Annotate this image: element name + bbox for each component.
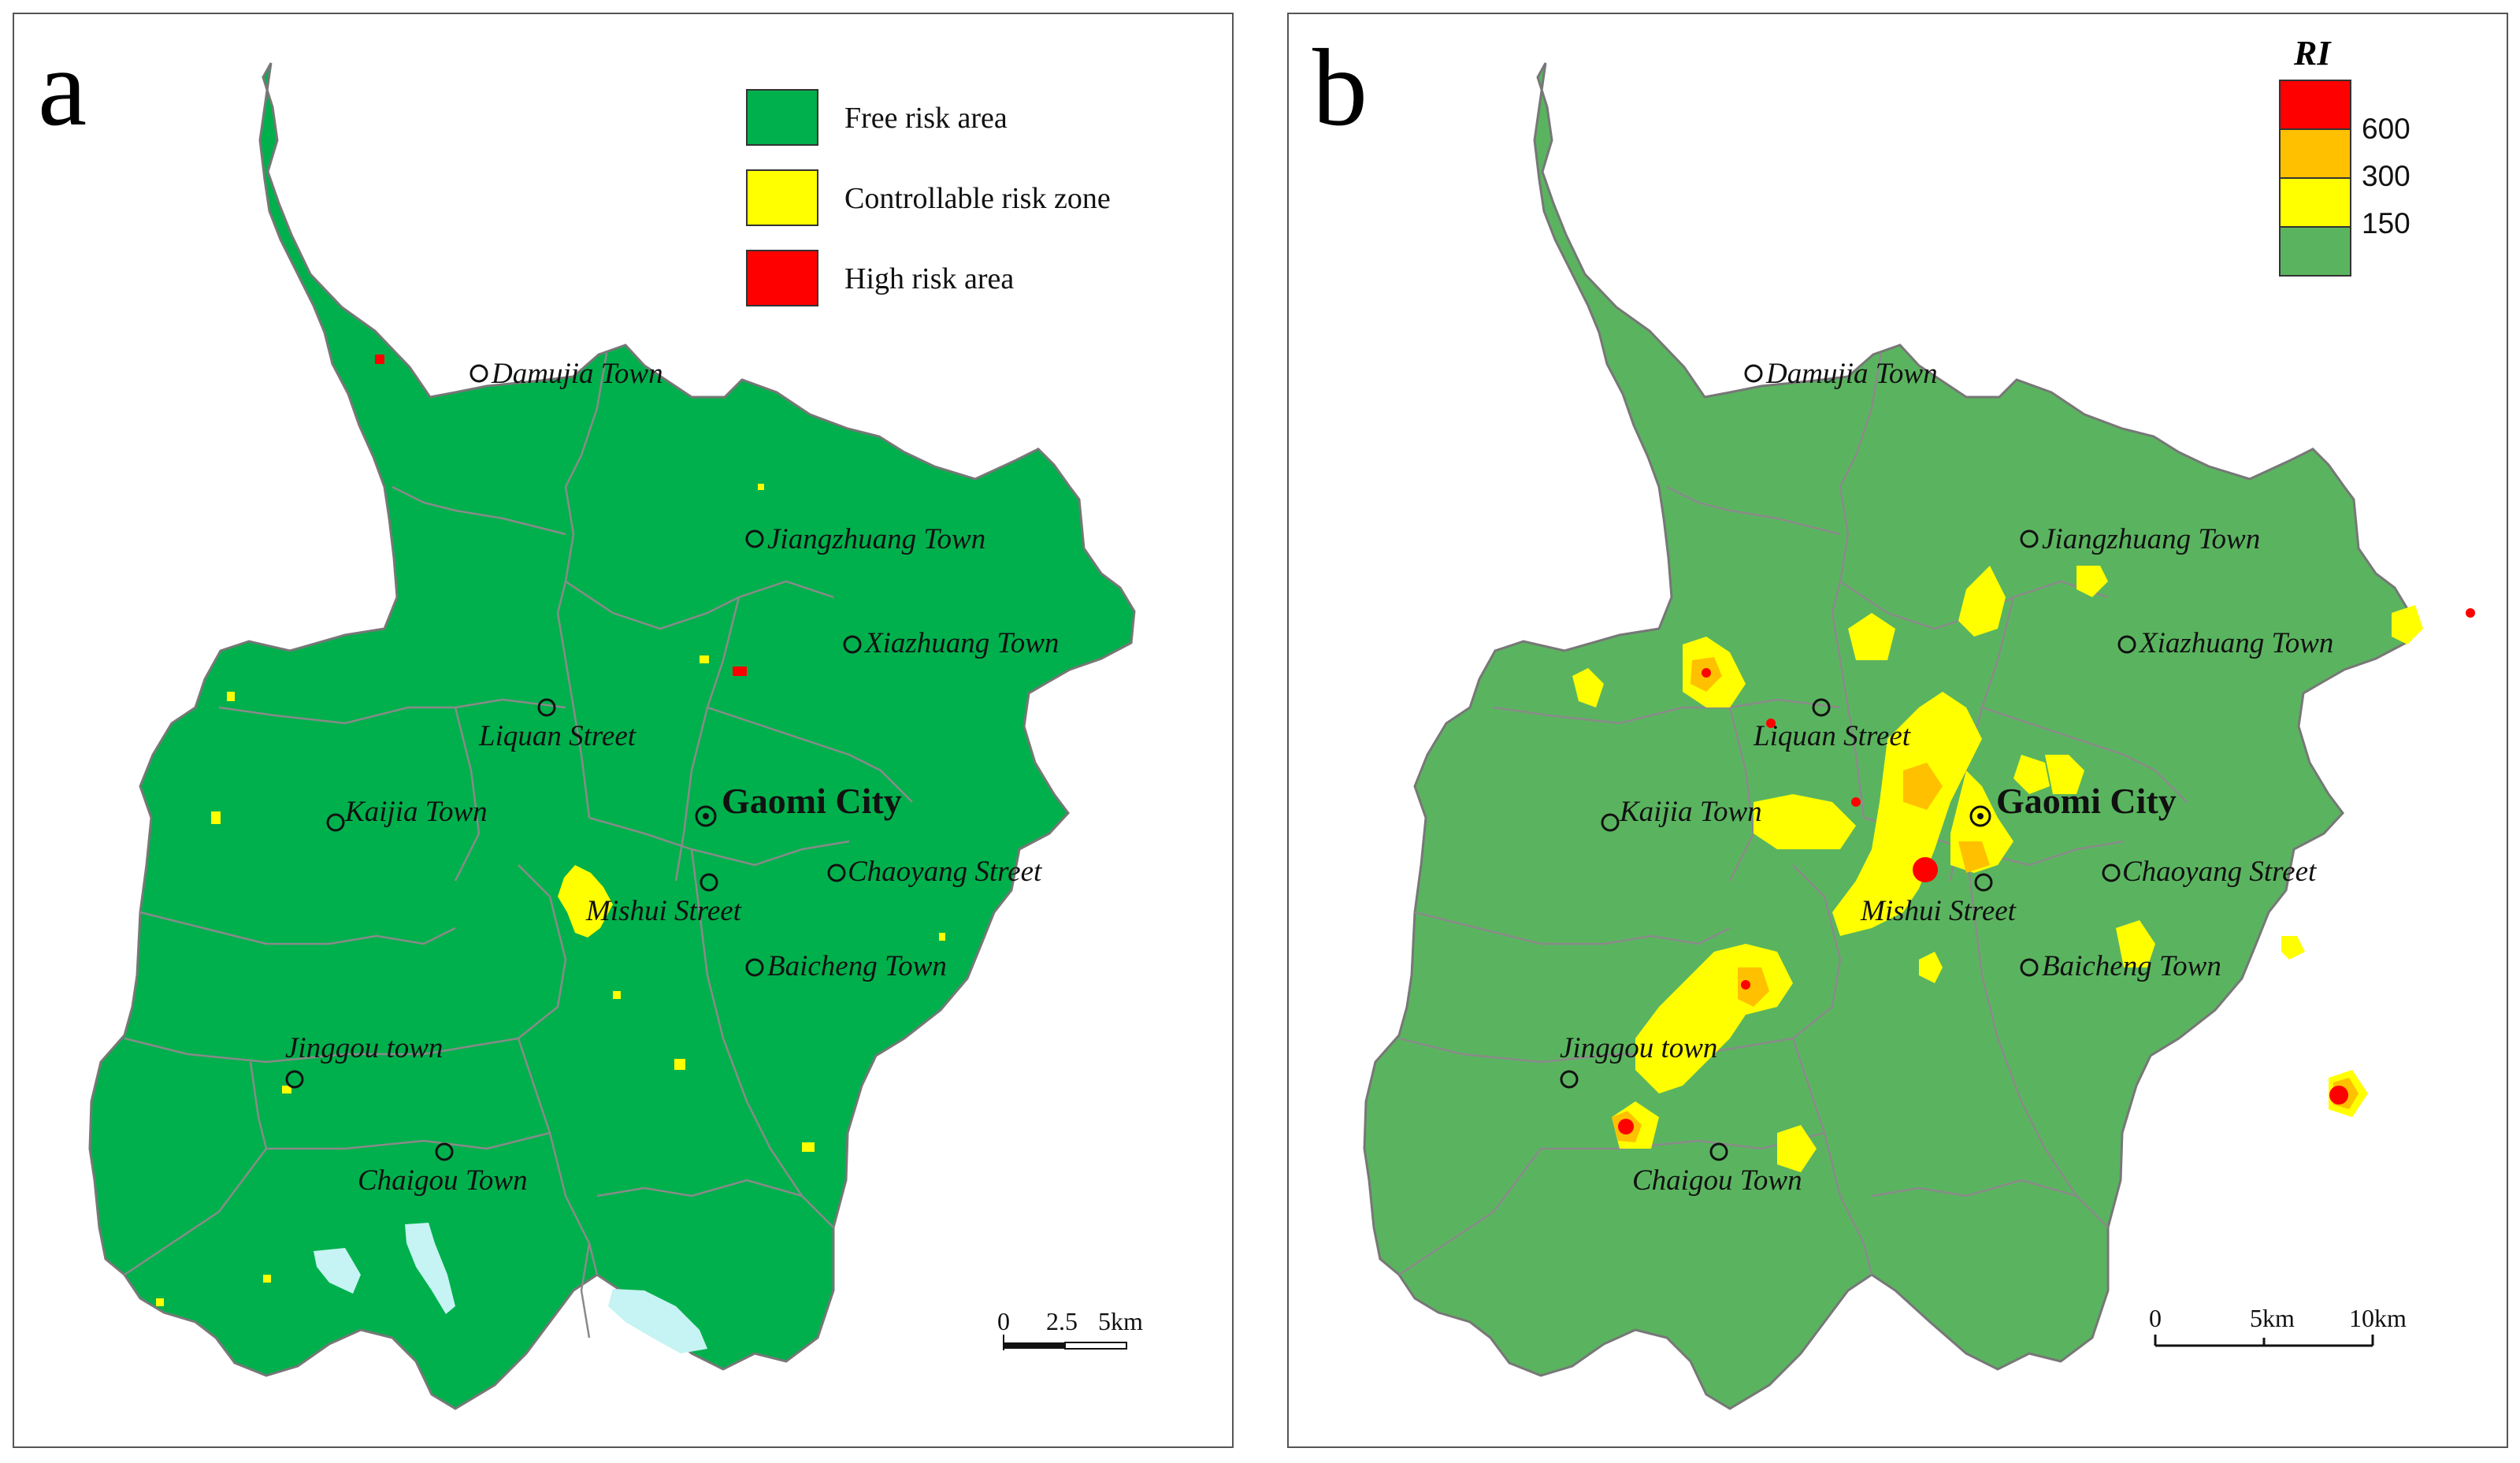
scale-tick: 10km: [2349, 1304, 2407, 1332]
place-label: Liquan Street: [478, 720, 637, 752]
place-marker: [2020, 958, 2039, 977]
legend-a: Free risk area Controllable risk zone Hi…: [746, 89, 1111, 306]
legend-b: RI 600 300 150: [2279, 34, 2411, 277]
legend-swatch-300: [2279, 128, 2351, 179]
place-marker: [745, 529, 764, 548]
map-a-canvas: a Free risk area Controllable risk zone …: [38, 27, 1143, 1410]
reservoirs: [314, 1223, 707, 1353]
high-risk-areas: [375, 355, 747, 676]
place-marker: [2102, 863, 2121, 882]
scale-bar-b: 0 5km 10km: [2149, 1304, 2407, 1347]
place-label-city: Gaomi City: [1996, 781, 2177, 821]
place-marker: [1974, 873, 1993, 892]
place-label: Kaijia Town: [344, 796, 488, 828]
place-marker: [827, 863, 846, 882]
place-label: Xiazhuang Town: [2138, 627, 2333, 659]
legend-swatch-high: [746, 250, 818, 306]
place-marker-city-dot: [703, 813, 709, 819]
place-label: Jiangzhuang Town: [2042, 523, 2260, 555]
place-marker: [1744, 364, 1763, 383]
legend-label-controllable: Controllable risk zone: [844, 182, 1111, 215]
legend-label-high: High risk area: [844, 262, 1014, 295]
place-marker: [1709, 1142, 1728, 1161]
map-panel-a: a Free risk area Controllable risk zone …: [13, 13, 1234, 1448]
legend-label-300: 300: [2362, 160, 2411, 192]
map-panel-b: b RI 600 300 150 Damujia Town Jiangzhuan…: [1287, 13, 2508, 1448]
place-marker: [326, 813, 345, 832]
place-label: Damujia Town: [491, 358, 663, 390]
scale-tick: 2.5: [1046, 1307, 1078, 1335]
legend-swatch-150: [2279, 177, 2351, 228]
place-label: Mishui Street: [1860, 895, 2017, 927]
place-label: Chaoyang Street: [848, 856, 1043, 888]
scale-tick: 0: [997, 1307, 1010, 1335]
legend-swatch-controllable: [746, 169, 818, 226]
place-label: Liquan Street: [1753, 720, 1912, 752]
controllable-risk-zones: [156, 484, 945, 1306]
legend-label-free: Free risk area: [844, 102, 1008, 135]
ri-zones-600: [1618, 608, 2475, 1134]
place-label: Xiazhuang Town: [863, 627, 1059, 659]
place-label: Kaijia Town: [1619, 796, 1762, 828]
legend-swatch-free: [746, 89, 818, 146]
scale-bar-a: 0 2.5 5km: [997, 1307, 1143, 1350]
place-label: Chaoyang Street: [2122, 856, 2318, 888]
place-marker: [2117, 635, 2136, 654]
place-label: Mishui Street: [585, 895, 743, 927]
place-label-city: Gaomi City: [722, 781, 902, 821]
legend-label-600: 600: [2362, 113, 2411, 145]
place-marker-city-dot: [1977, 813, 1984, 819]
place-marker: [2020, 529, 2039, 548]
place-markers-b: Damujia Town Jiangzhuang Town Xiazhuang …: [1560, 358, 2333, 1197]
place-marker: [745, 958, 764, 977]
place-marker: [1601, 813, 1620, 832]
place-marker-city: [1969, 805, 1991, 827]
place-marker: [843, 635, 862, 654]
place-marker: [537, 698, 556, 717]
place-label: Baicheng Town: [2042, 950, 2221, 982]
place-marker: [435, 1142, 454, 1161]
district-boundaries: [124, 352, 913, 1339]
legend-title: RI: [2293, 34, 2332, 72]
place-marker: [700, 873, 718, 892]
legend-swatch-base: [2279, 226, 2351, 277]
map-b-canvas: b RI 600 300 150 Damujia Town Jiangzhuan…: [1312, 27, 2475, 1410]
place-markers-a: Damujia Town Jiangzhuang Town Xiazhuang …: [285, 358, 1059, 1197]
place-label: Chaigou Town: [1632, 1164, 1802, 1197]
place-label: Damujia Town: [1765, 358, 1938, 390]
panel-label-a: a: [38, 27, 87, 149]
scale-tick: 0: [2149, 1304, 2162, 1332]
place-marker: [469, 364, 488, 383]
place-marker: [1560, 1070, 1579, 1089]
legend-label-150: 150: [2362, 207, 2411, 240]
place-label: Baicheng Town: [767, 950, 947, 982]
place-marker: [285, 1070, 304, 1089]
place-label: Jiangzhuang Town: [767, 523, 985, 555]
legend-swatch-600: [2279, 80, 2351, 130]
place-label: Chaigou Town: [358, 1164, 528, 1197]
place-label: Jinggou town: [285, 1032, 443, 1064]
panel-label-b: b: [1312, 27, 1368, 149]
scale-tick: 5km: [1098, 1307, 1143, 1335]
place-label: Jinggou town: [1560, 1032, 1717, 1064]
place-marker: [1812, 698, 1831, 717]
place-marker-city: [695, 805, 717, 827]
scale-tick: 5km: [2250, 1304, 2295, 1332]
